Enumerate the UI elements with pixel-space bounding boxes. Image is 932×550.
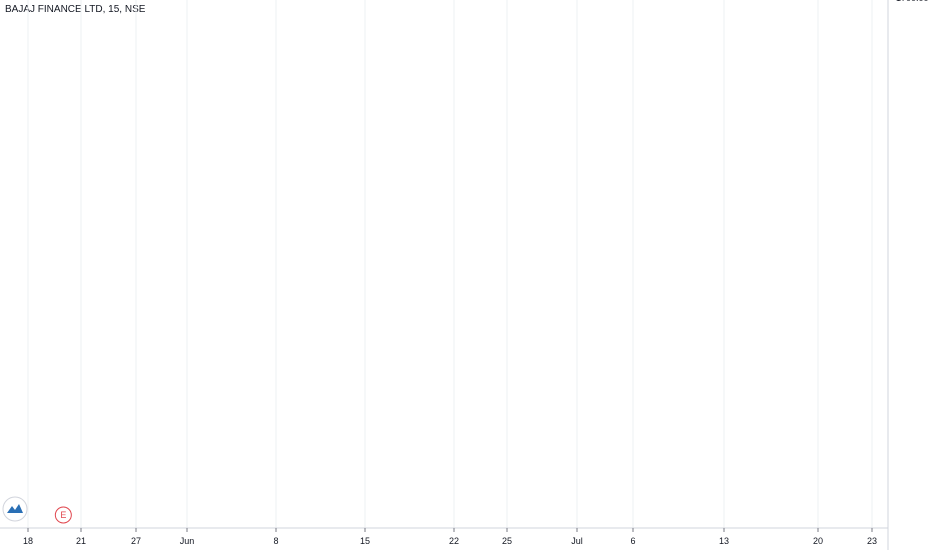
x-tick-label: 21 — [76, 536, 86, 546]
earnings-event-icon — [54, 506, 72, 524]
x-tick-label: 25 — [502, 536, 512, 546]
y-tick-label: 1700.00 — [896, 0, 929, 3]
logo-icon — [2, 496, 28, 522]
x-tick-label: 22 — [449, 536, 459, 546]
x-tick-label: Jul — [571, 536, 583, 546]
x-tick-label: 15 — [360, 536, 370, 546]
x-tick-label: 8 — [273, 536, 278, 546]
x-tick-label: 20 — [813, 536, 823, 546]
x-tick-label: 18 — [23, 536, 33, 546]
chart-title: BAJAJ FINANCE LTD, 15, NSE — [5, 4, 146, 15]
x-tick-label: 13 — [719, 536, 729, 546]
x-tick-label: 27 — [131, 536, 141, 546]
logo-mark — [7, 504, 23, 513]
earnings-event-label: E — [60, 510, 66, 520]
x-tick-label: Jun — [180, 536, 195, 546]
x-tick-label: 23 — [867, 536, 877, 546]
x-tick-label: 6 — [630, 536, 635, 546]
